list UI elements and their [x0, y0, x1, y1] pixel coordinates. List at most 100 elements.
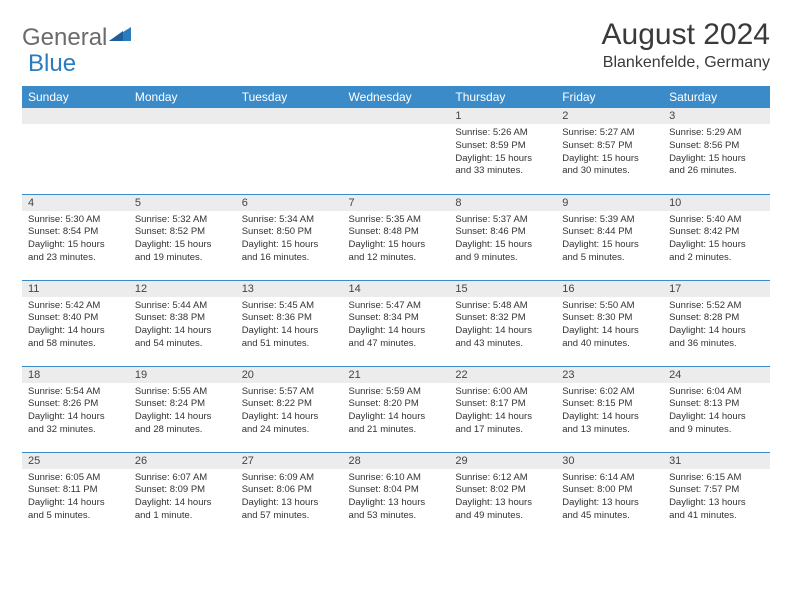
calendar-table: SundayMondayTuesdayWednesdayThursdayFrid…: [22, 86, 770, 538]
sunset-text: Sunset: 8:09 PM: [135, 484, 230, 497]
sunset-text: Sunset: 8:30 PM: [562, 312, 657, 325]
day-details: Sunrise: 5:55 AMSunset: 8:24 PMDaylight:…: [129, 383, 236, 441]
daylight-text: Daylight: 14 hours and 24 minutes.: [242, 411, 337, 437]
day-details: Sunrise: 5:47 AMSunset: 8:34 PMDaylight:…: [343, 297, 450, 355]
day-number: [343, 108, 450, 124]
sunset-text: Sunset: 8:04 PM: [349, 484, 444, 497]
calendar-header: SundayMondayTuesdayWednesdayThursdayFrid…: [22, 86, 770, 108]
sunset-text: Sunset: 8:26 PM: [28, 398, 123, 411]
sunrise-text: Sunrise: 6:04 AM: [669, 386, 764, 399]
calendar-day-cell: 2Sunrise: 5:27 AMSunset: 8:57 PMDaylight…: [556, 108, 663, 194]
day-details: Sunrise: 5:42 AMSunset: 8:40 PMDaylight:…: [22, 297, 129, 355]
brand-part1: General: [22, 24, 107, 52]
brand-logo: General: [22, 18, 133, 52]
day-number: 27: [236, 453, 343, 469]
daylight-text: Daylight: 13 hours and 45 minutes.: [562, 497, 657, 523]
day-number: 1: [449, 108, 556, 124]
sunset-text: Sunset: 8:38 PM: [135, 312, 230, 325]
sunset-text: Sunset: 8:48 PM: [349, 226, 444, 239]
sunset-text: Sunset: 8:28 PM: [669, 312, 764, 325]
calendar-day-cell: 24Sunrise: 6:04 AMSunset: 8:13 PMDayligh…: [663, 366, 770, 452]
calendar-day-cell: 31Sunrise: 6:15 AMSunset: 7:57 PMDayligh…: [663, 452, 770, 538]
sunrise-text: Sunrise: 6:15 AM: [669, 472, 764, 485]
day-number: [129, 108, 236, 124]
day-number: 23: [556, 367, 663, 383]
calendar-day-cell: 5Sunrise: 5:32 AMSunset: 8:52 PMDaylight…: [129, 194, 236, 280]
calendar-day-cell: 7Sunrise: 5:35 AMSunset: 8:48 PMDaylight…: [343, 194, 450, 280]
sunset-text: Sunset: 8:46 PM: [455, 226, 550, 239]
location-label: Blankenfelde, Germany: [602, 54, 770, 72]
calendar-day-cell: [22, 108, 129, 194]
calendar-body: 1 Sunrise: 5:26 AMSunset: 8:59 PM Daylight…: [22, 108, 770, 538]
daylight-text: Daylight: 15 hours and 9 minutes.: [455, 239, 550, 265]
day-number: 12: [129, 281, 236, 297]
sunset-text: Sunset: 7:57 PM: [669, 484, 764, 497]
calendar-week: 25Sunrise: 6:05 AMSunset: 8:11 PMDayligh…: [22, 452, 770, 538]
daylight-text: Daylight: 14 hours and 5 minutes.: [28, 497, 123, 523]
calendar-day-cell: 8 Sunrise: 5:37 AMSunset: 8:46 PMDaylight…: [449, 194, 556, 280]
day-details: Sunrise: 6:12 AMSunset: 8:02 PMDaylight:…: [449, 469, 556, 527]
day-number: 19: [129, 367, 236, 383]
sunrise-text: Sunrise: 5:45 AM: [242, 300, 337, 313]
day-number: 31: [663, 453, 770, 469]
day-details: Sunrise: 5:34 AMSunset: 8:50 PMDaylight:…: [236, 211, 343, 269]
day-number: 8: [449, 195, 556, 211]
day-details: Sunrise: 6:15 AMSunset: 7:57 PMDaylight:…: [663, 469, 770, 527]
sunrise-text: Sunrise: 5:59 AM: [349, 386, 444, 399]
sunrise-text: Sunrise: 5:27 AM: [562, 127, 657, 140]
day-number: 15: [449, 281, 556, 297]
calendar-page: General August 2024 Blankenfelde, German…: [0, 0, 792, 538]
sunset-text: Sunset: 8:20 PM: [349, 398, 444, 411]
day-details: Sunrise: 6:02 AMSunset: 8:15 PMDaylight:…: [556, 383, 663, 441]
day-details: Sunrise: 5:27 AMSunset: 8:57 PMDaylight:…: [556, 124, 663, 182]
day-details: Sunrise: 5:39 AMSunset: 8:44 PMDaylight:…: [556, 211, 663, 269]
sunrise-text: Sunrise: 5:55 AM: [135, 386, 230, 399]
sunrise-text: Sunrise: 5:47 AM: [349, 300, 444, 313]
day-number: 16: [556, 281, 663, 297]
sunset-text: Sunset: 8:17 PM: [455, 398, 550, 411]
sunrise-text: Sunrise: 5:39 AM: [562, 214, 657, 227]
sunset-text: Sunset: 8:59 PM: [455, 140, 550, 153]
day-details: Sunrise: 5:29 AMSunset: 8:56 PMDaylight:…: [663, 124, 770, 182]
sunset-text: Sunset: 8:57 PM: [562, 140, 657, 153]
sunrise-text: Sunrise: 5:34 AM: [242, 214, 337, 227]
day-number: 13: [236, 281, 343, 297]
daylight-text: Daylight: 15 hours and 30 minutes.: [562, 153, 657, 179]
daylight-text: Daylight: 15 hours and 2 minutes.: [669, 239, 764, 265]
calendar-week: 11Sunrise: 5:42 AMSunset: 8:40 PMDayligh…: [22, 280, 770, 366]
calendar-day-cell: 30Sunrise: 6:14 AMSunset: 8:00 PMDayligh…: [556, 452, 663, 538]
sunset-text: Sunset: 8:36 PM: [242, 312, 337, 325]
calendar-day-cell: 23Sunrise: 6:02 AMSunset: 8:15 PMDayligh…: [556, 366, 663, 452]
sunrise-text: Sunrise: 5:26 AM: [455, 127, 550, 140]
sunset-text: Sunset: 8:11 PM: [28, 484, 123, 497]
daylight-text: Daylight: 13 hours and 41 minutes.: [669, 497, 764, 523]
day-details: Sunrise: 5:40 AMSunset: 8:42 PMDaylight:…: [663, 211, 770, 269]
sunrise-text: Sunrise: 5:37 AM: [455, 214, 550, 227]
daylight-text: Daylight: 13 hours and 49 minutes.: [455, 497, 550, 523]
brand-part2: Blue: [28, 50, 76, 77]
sunrise-text: Sunrise: 5:44 AM: [135, 300, 230, 313]
daylight-text: Daylight: 14 hours and 54 minutes.: [135, 325, 230, 351]
sunrise-text: Sunrise: 5:32 AM: [135, 214, 230, 227]
calendar-day-cell: 21Sunrise: 5:59 AMSunset: 8:20 PMDayligh…: [343, 366, 450, 452]
calendar-day-cell: 15Sunrise: 5:48 AMSunset: 8:32 PMDayligh…: [449, 280, 556, 366]
daylight-text: Daylight: 15 hours and 19 minutes.: [135, 239, 230, 265]
day-number: 30: [556, 453, 663, 469]
calendar-day-cell: 13Sunrise: 5:45 AMSunset: 8:36 PMDayligh…: [236, 280, 343, 366]
calendar-week: 1 Sunrise: 5:26 AMSunset: 8:59 PM Daylight…: [22, 108, 770, 194]
day-number: 4: [22, 195, 129, 211]
calendar-day-cell: 28Sunrise: 6:10 AMSunset: 8:04 PMDayligh…: [343, 452, 450, 538]
calendar-day-cell: 14Sunrise: 5:47 AMSunset: 8:34 PMDayligh…: [343, 280, 450, 366]
day-number: 28: [343, 453, 450, 469]
day-number: 22: [449, 367, 556, 383]
calendar-day-cell: 20Sunrise: 5:57 AMSunset: 8:22 PMDayligh…: [236, 366, 343, 452]
calendar-day-cell: 25Sunrise: 6:05 AMSunset: 8:11 PMDayligh…: [22, 452, 129, 538]
day-details: [236, 124, 343, 131]
daylight-text: Daylight: 14 hours and 13 minutes.: [562, 411, 657, 437]
day-details: Sunrise: 5:57 AMSunset: 8:22 PMDaylight:…: [236, 383, 343, 441]
day-number: 21: [343, 367, 450, 383]
header-row: General August 2024 Blankenfelde, German…: [22, 18, 770, 72]
day-details: [129, 124, 236, 131]
daylight-text: Daylight: 13 hours and 53 minutes.: [349, 497, 444, 523]
day-number: 10: [663, 195, 770, 211]
